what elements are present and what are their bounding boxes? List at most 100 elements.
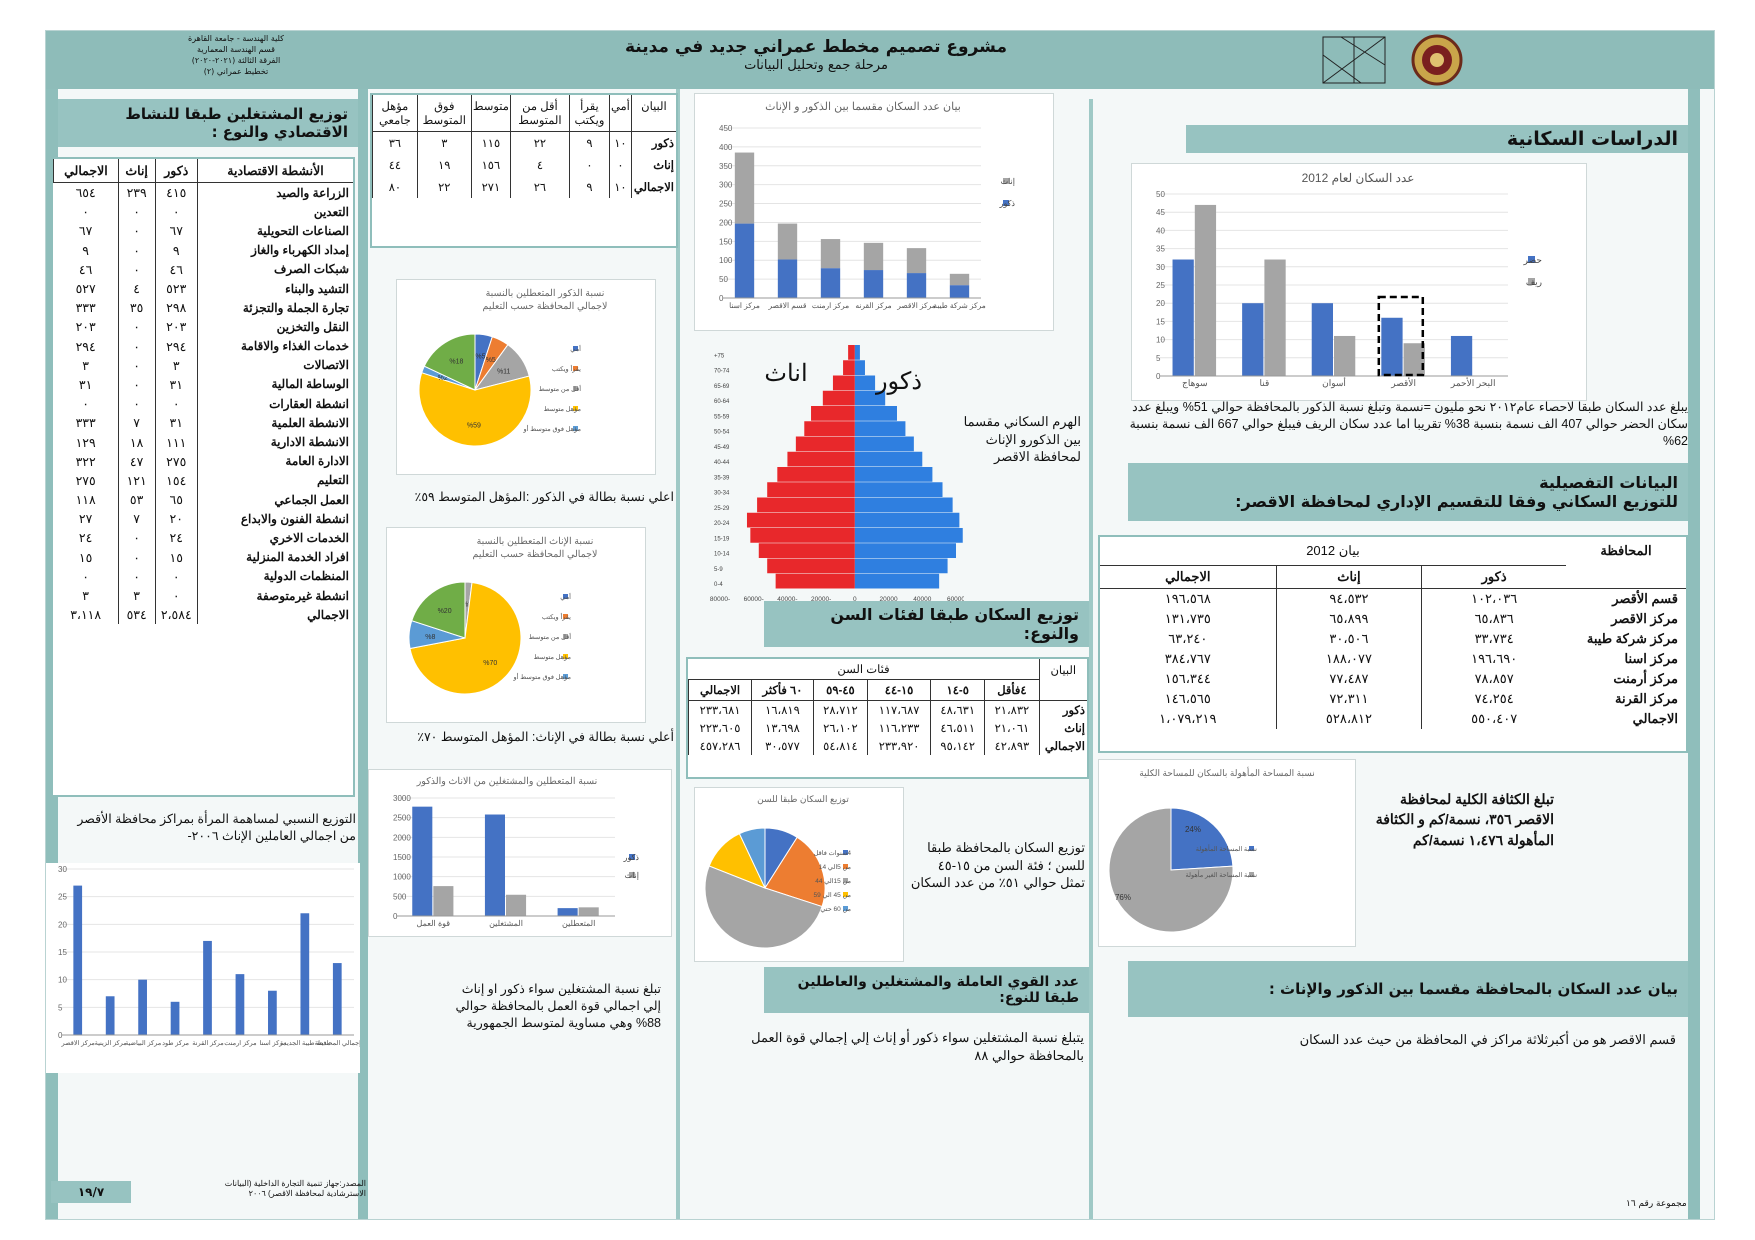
activity-female: ٣٥ bbox=[117, 298, 155, 318]
table-row: النقل والتخزين ٢٠٣ ٠ ٢٠٣ bbox=[54, 317, 353, 337]
activity-female: ٧ bbox=[117, 509, 155, 529]
detail-male: ٧٤،٢٥٤ bbox=[1421, 689, 1566, 709]
activity-name: الادارة العامة bbox=[197, 451, 353, 471]
pyramid-bar-male bbox=[854, 573, 940, 589]
y-tick-label: 0 bbox=[58, 1031, 63, 1040]
table-row: ذكور ١٠ ٩ ٢٢ ١١٥ ٣ ٣٦ bbox=[372, 131, 676, 154]
age-group-label: 60-64 bbox=[714, 399, 730, 405]
detail-gov-name: مركز القرنة bbox=[1614, 691, 1678, 706]
table-row: الاجمالي ٥٥٠،٤٠٧ ٥٢٨،٨١٢ ١،٠٧٩،٢١٩ bbox=[1100, 709, 1686, 729]
age-cell: ٢١،٨٣٢ bbox=[984, 700, 1039, 719]
activity-male: ٤٦ bbox=[154, 259, 198, 279]
activity-col: ذكور bbox=[154, 159, 198, 183]
table-row: التشيد والبناء ٥٢٣ ٤ ٥٢٧ bbox=[54, 278, 353, 299]
pyramid-bar-male bbox=[854, 375, 876, 391]
activity-total: ٢٧٥ bbox=[75, 473, 96, 488]
legend-swatch bbox=[573, 346, 578, 351]
activity-total: ٠ bbox=[82, 569, 89, 584]
detail-female: ١٨٨،٠٧٧ bbox=[1275, 649, 1422, 669]
legend-swatch bbox=[629, 872, 635, 878]
edu-row-name: الاجمالي bbox=[630, 176, 676, 198]
activity-female: ٥٣ bbox=[117, 490, 155, 510]
legend-swatch bbox=[573, 426, 578, 431]
pie-data-label: %11 bbox=[497, 368, 511, 375]
activity-total: ٢٧ bbox=[78, 512, 93, 527]
x-tick-label: مركز شركة طيبة bbox=[933, 301, 986, 310]
y-tick-label: 1000 bbox=[393, 873, 411, 882]
activity-male: ٥٢٣ bbox=[154, 278, 198, 299]
legend-swatch bbox=[563, 594, 568, 599]
bar-female bbox=[820, 239, 841, 269]
y-tick-label: 400 bbox=[719, 143, 733, 152]
age-col: ٥-١٤ bbox=[930, 679, 985, 701]
activity-col: الأنشطة الاقتصادية bbox=[197, 159, 353, 183]
y-tick-label: 1500 bbox=[393, 853, 411, 862]
population-paragraph: يبلغ عدد السكان طبقا لاحصاء عام٢٠١٢ نحو … bbox=[1129, 400, 1688, 448]
bar bbox=[73, 885, 83, 1035]
legend-swatch bbox=[843, 850, 848, 855]
activity-male: ٣١ bbox=[154, 413, 198, 433]
detail-total: ١٥٦،٣٤٤ bbox=[1164, 671, 1211, 686]
edu-cell: ١١٥ bbox=[470, 131, 511, 154]
age-col: ٦٠ فأكثر bbox=[751, 679, 814, 701]
edu-cell: ٣٦ bbox=[372, 131, 418, 154]
chart-pie-area-svg: نسبة المساحة المأهولة بالسكان للمساحة ال… bbox=[1108, 766, 1315, 933]
bar bbox=[1194, 204, 1217, 376]
edu-cell: ٢٦ bbox=[509, 176, 570, 198]
pyramid-bar-female bbox=[757, 497, 855, 513]
bar bbox=[484, 814, 505, 916]
pyramid-bar-male bbox=[854, 436, 914, 452]
pie-data-label: %20 bbox=[438, 608, 452, 615]
labor-title: عدد القوي العاملة والمشتغلين والعاطلين ط… bbox=[764, 967, 1089, 1013]
legend-swatch bbox=[573, 406, 578, 411]
x-tick-label: مركز الزينية bbox=[95, 1039, 128, 1047]
x-tick-label: -60000 bbox=[744, 596, 764, 603]
legend-label: أقل من متوسط bbox=[539, 383, 581, 393]
activity-name: تجارة الجملة والتجزئة bbox=[197, 298, 353, 318]
age-cell: ٢١،٠٦١ bbox=[984, 719, 1039, 737]
legend-swatch bbox=[843, 892, 848, 897]
legend-label: من 60 حتي bbox=[820, 906, 851, 913]
activity-female: ٠ bbox=[117, 240, 155, 260]
activity-female: ٠ bbox=[117, 202, 155, 222]
detail-col: الاجمالي bbox=[1165, 569, 1211, 584]
activity-female: ٠ bbox=[117, 336, 155, 356]
activity-male: ٢،٥٨٤ bbox=[154, 605, 198, 625]
y-tick-label: 25 bbox=[58, 893, 67, 902]
edu-cell: ٤٤ bbox=[372, 154, 418, 176]
activity-female: ٠ bbox=[117, 355, 155, 375]
age-row-name: إناث bbox=[1038, 719, 1087, 737]
age-group-label: 50-54 bbox=[714, 430, 730, 436]
pyramid-bar-female bbox=[795, 436, 855, 452]
legend-swatch bbox=[843, 906, 848, 911]
detail-female: ٣٠،٥٠٦ bbox=[1275, 629, 1422, 649]
detail-total: ١٣١،٧٣٥ bbox=[1164, 611, 1211, 626]
legend-swatch bbox=[629, 854, 635, 860]
pyramid-bar-female bbox=[804, 421, 855, 436]
activity-male: ٢٠ bbox=[154, 509, 198, 529]
detail-col: إناث bbox=[1275, 565, 1422, 589]
chart-women: 0 5 10 15 20 25 30 مركز الاقصر مركز الزينية مركز … bbox=[46, 863, 361, 1073]
age-col: ٤٥-٥٩ bbox=[812, 679, 868, 701]
edu-cell: ١٠ bbox=[608, 176, 632, 198]
detail-female: ٦٥،٨٩٩ bbox=[1275, 609, 1422, 629]
table-row: إناث ٢١،٠٦١ ٤٦،٥١١ ١١٦،٢٣٣ ٢٦،١٠٢ ١٣،٦٩٨ ٢٢٣،٦… bbox=[687, 719, 1087, 737]
chart-title: نسبة المساحة المأهولة بالسكان للمساحة ال… bbox=[1139, 766, 1315, 779]
edu-col: البيان bbox=[630, 95, 676, 132]
y-tick-label: 300 bbox=[719, 181, 733, 190]
pyramid-bar-male bbox=[854, 497, 953, 513]
activity-name: انشطة العقارات bbox=[197, 394, 353, 414]
age-cell: ٤٥٧،٢٨٦ bbox=[687, 737, 752, 755]
bar bbox=[1264, 259, 1286, 376]
activity-name: إمداد الكهرباء والغاز bbox=[197, 240, 353, 260]
x-tick-label: مركز اسنا bbox=[260, 1039, 287, 1047]
detail-male: ٦٥،٨٣٦ bbox=[1421, 609, 1566, 629]
header-title: مشروع تصميم مخطط عمراني جديد في مدينة bbox=[624, 37, 1007, 57]
detail-total: ٦٣،٢٤٠ bbox=[1168, 631, 1208, 646]
bar-female bbox=[906, 248, 927, 274]
table-row: شبكات الصرف ٤٦ ٠ ٤٦ bbox=[54, 259, 353, 279]
table-row: الاجمالي ٤٢،٨٩٣ ٩٥،١٤٢ ٢٣٣،٩٢٠ ٥٤،٨١٤ ٣٠،٥٧٧ ٤… bbox=[687, 737, 1087, 755]
age-group-label: 65-69 bbox=[714, 384, 730, 390]
university-seal-icon bbox=[1411, 34, 1463, 86]
bar-female bbox=[949, 273, 970, 286]
